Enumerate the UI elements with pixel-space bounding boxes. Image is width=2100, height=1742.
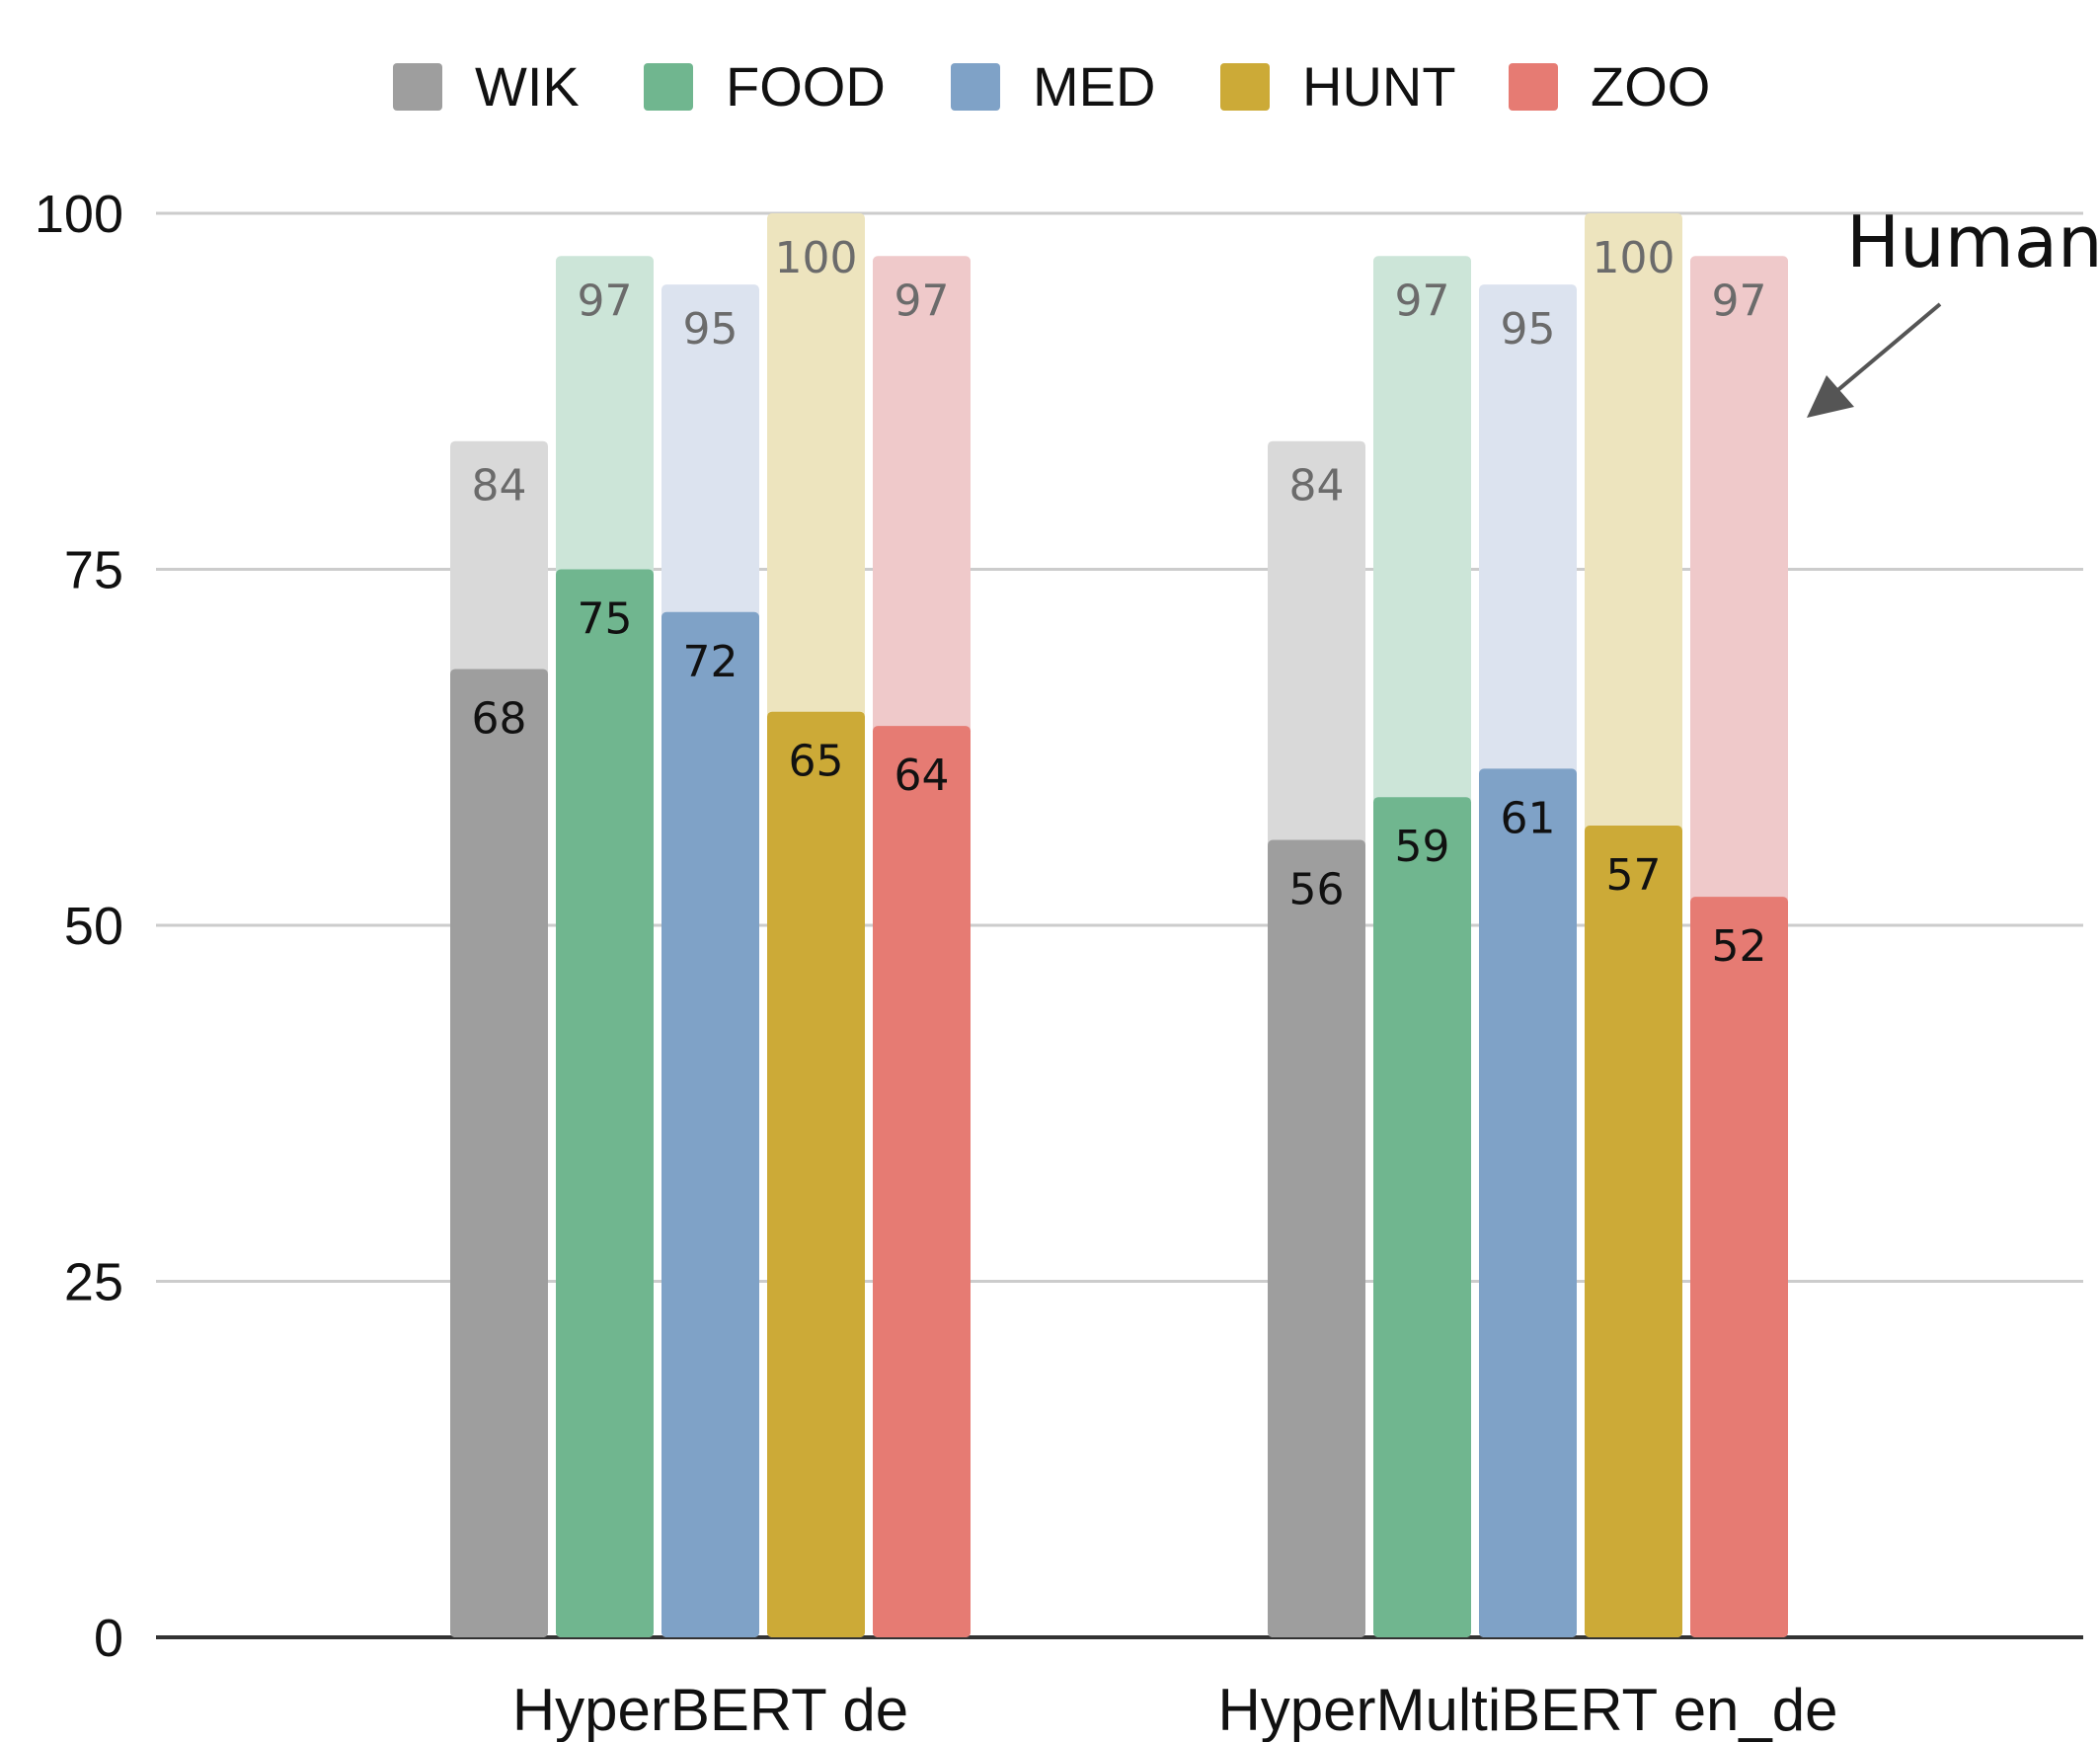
x-category-label: HyperMultiBERT en_de: [1217, 1677, 1837, 1742]
grid-layer: [156, 211, 2083, 1639]
legend-swatch-hunt: [1220, 63, 1270, 111]
human-value-label: 97: [894, 276, 950, 326]
human-value-label: 97: [1712, 276, 1767, 326]
model-value-label: 68: [472, 693, 527, 744]
human-value-label: 95: [1501, 304, 1556, 355]
y-tick-label: 75: [64, 541, 123, 600]
legend-label-food: FOOD: [726, 55, 886, 118]
model-bar-wik: [1268, 839, 1365, 1637]
model-bar-wik: [450, 669, 548, 1637]
human-value-label: 84: [472, 461, 527, 512]
legend-label-hunt: HUNT: [1302, 55, 1456, 118]
model-value-label: 52: [1712, 921, 1767, 972]
model-value-label: 57: [1606, 850, 1662, 901]
model-bar-food: [1373, 797, 1471, 1637]
model-value-label: 61: [1501, 793, 1556, 843]
bar-layer: [450, 213, 1788, 1638]
legend-swatch-food: [644, 63, 693, 111]
model-value-label: 65: [789, 737, 844, 787]
human-value-label: 100: [1593, 233, 1675, 283]
human-value-label: 100: [775, 233, 858, 283]
legend-swatch-wik: [393, 63, 442, 111]
model-bar-zoo: [1690, 897, 1788, 1637]
legend-swatch-zoo: [1509, 63, 1558, 111]
human-value-label: 95: [683, 304, 739, 355]
model-bar-med: [661, 611, 759, 1637]
human-value-label: 84: [1289, 461, 1345, 512]
human-value-label: 97: [578, 276, 633, 326]
model-value-label: 75: [578, 594, 633, 645]
legend: WIK FOOD MED HUNT ZOO: [393, 55, 1710, 118]
y-tick-label: 25: [64, 1253, 123, 1312]
legend-label-zoo: ZOO: [1591, 55, 1710, 118]
y-tick-label: 50: [64, 897, 123, 956]
model-value-label: 72: [683, 637, 739, 687]
model-value-label: 59: [1395, 822, 1450, 872]
model-bar-hunt: [767, 711, 865, 1637]
human-arrow-icon: [1807, 302, 1942, 418]
model-bar-med: [1479, 768, 1577, 1637]
human-value-label: 97: [1395, 276, 1450, 326]
legend-label-wik: WIK: [475, 55, 580, 118]
x-category-label: HyperBERT de: [512, 1677, 908, 1742]
legend-label-med: MED: [1033, 55, 1155, 118]
human-annotation: Human: [1846, 200, 2100, 283]
model-value-label: 64: [894, 751, 950, 801]
y-tick-label: 100: [35, 185, 123, 244]
model-value-label: 56: [1289, 864, 1345, 914]
label-layer: 0 25 50 75 100 84 68 97 75 95 72 100 65 97 64 HyperBERT…: [35, 185, 1838, 1742]
legend-swatch-med: [951, 63, 1000, 111]
model-bar-food: [556, 569, 654, 1637]
model-bar-zoo: [873, 726, 971, 1637]
y-tick-label: 0: [94, 1609, 123, 1668]
model-bar-hunt: [1585, 826, 1682, 1637]
